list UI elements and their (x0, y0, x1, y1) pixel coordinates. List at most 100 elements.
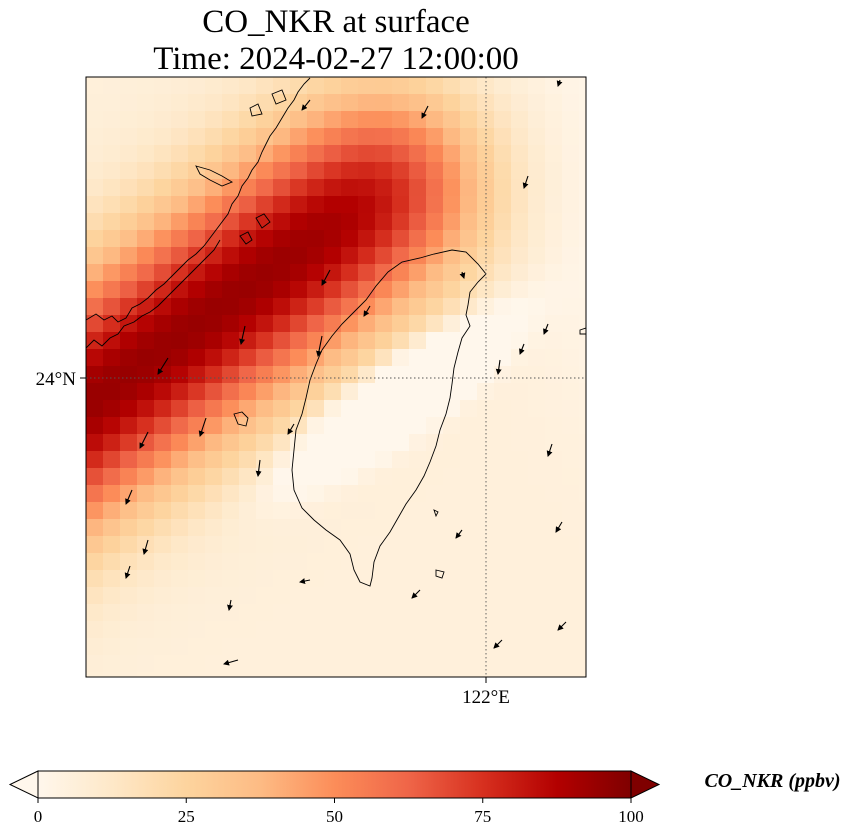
field-cell (137, 111, 155, 129)
field-cell (307, 502, 325, 520)
field-cell (324, 553, 342, 571)
field-cell (273, 672, 291, 677)
field-cell (494, 536, 512, 554)
field-cell (494, 502, 512, 520)
field-cell (426, 638, 444, 656)
field-cell (171, 604, 189, 622)
field-cell (86, 230, 104, 248)
field-cell (511, 264, 529, 282)
field-cell (137, 196, 155, 214)
field-cell (239, 145, 257, 163)
field-cell (460, 434, 478, 452)
field-cell (511, 145, 529, 163)
field-cell (494, 485, 512, 503)
field-cell (358, 332, 376, 350)
field-cell (324, 281, 342, 299)
field-cell (511, 417, 529, 435)
field-cell (545, 247, 563, 265)
field-cell (426, 128, 444, 146)
wind-arrow (255, 459, 262, 477)
field-cell (545, 264, 563, 282)
field-cell (392, 400, 410, 418)
field-cell (528, 604, 546, 622)
field-cell (375, 655, 393, 673)
field-cell (528, 111, 546, 129)
field-cell (273, 162, 291, 180)
field-cell (426, 587, 444, 605)
field-cell (511, 128, 529, 146)
field-cell (103, 383, 121, 401)
field-cell (154, 485, 172, 503)
field-cell (426, 332, 444, 350)
field-cell (239, 536, 257, 554)
field-cell (579, 485, 586, 503)
field-cell (494, 570, 512, 588)
wind-arrow (321, 269, 331, 286)
field-cell (290, 315, 308, 333)
field-cell (307, 315, 325, 333)
field-cell (222, 604, 240, 622)
field-cell (120, 451, 138, 469)
field-cell (528, 383, 546, 401)
field-cell (511, 604, 529, 622)
field-cell (392, 213, 410, 231)
wind-arrow (455, 529, 463, 539)
field-cell (222, 451, 240, 469)
field-cell (239, 213, 257, 231)
field-cell (392, 145, 410, 163)
field-cell (273, 638, 291, 656)
field-cell (545, 587, 563, 605)
field-cell (137, 519, 155, 537)
field-cell (103, 400, 121, 418)
field-cell (256, 485, 274, 503)
field-cell (222, 485, 240, 503)
field-cell (358, 94, 376, 112)
field-cell (273, 417, 291, 435)
field-cell (477, 247, 495, 265)
field-cell (528, 468, 546, 486)
field-cell (154, 315, 172, 333)
field-cell (273, 383, 291, 401)
field-cell (188, 247, 206, 265)
field-cell (290, 451, 308, 469)
field-cell (239, 264, 257, 282)
field-cell (103, 332, 121, 350)
field-cell (205, 536, 223, 554)
field-cell (528, 128, 546, 146)
field-cell (256, 179, 274, 197)
field-cell (375, 570, 393, 588)
field-cell (205, 519, 223, 537)
field-cell (256, 315, 274, 333)
field-cell (426, 417, 444, 435)
field-cell (443, 638, 461, 656)
field-cell (137, 281, 155, 299)
field-cell (409, 230, 427, 248)
field-cell (154, 655, 172, 673)
wind-arrow (299, 578, 311, 584)
field-cell (511, 519, 529, 537)
field-cell (528, 264, 546, 282)
field-cell (205, 281, 223, 299)
field-cell (409, 417, 427, 435)
field-cell (545, 366, 563, 384)
field-cell (426, 468, 444, 486)
field-cell (171, 587, 189, 605)
lat-tick-label: 24°N (36, 369, 77, 390)
field-cell (103, 451, 121, 469)
field-cell (307, 621, 325, 639)
field-cell (511, 468, 529, 486)
field-cell (528, 655, 546, 673)
field-cell (358, 349, 376, 367)
field-cell (137, 230, 155, 248)
field-cell (137, 383, 155, 401)
field-cell (205, 128, 223, 146)
field-cell (205, 468, 223, 486)
field-cell (545, 655, 563, 673)
field-cell (511, 247, 529, 265)
field-cell (477, 383, 495, 401)
field-cell (358, 281, 376, 299)
field-cell (375, 638, 393, 656)
field-cell (239, 349, 257, 367)
field-cell (409, 485, 427, 503)
field-cell (239, 604, 257, 622)
